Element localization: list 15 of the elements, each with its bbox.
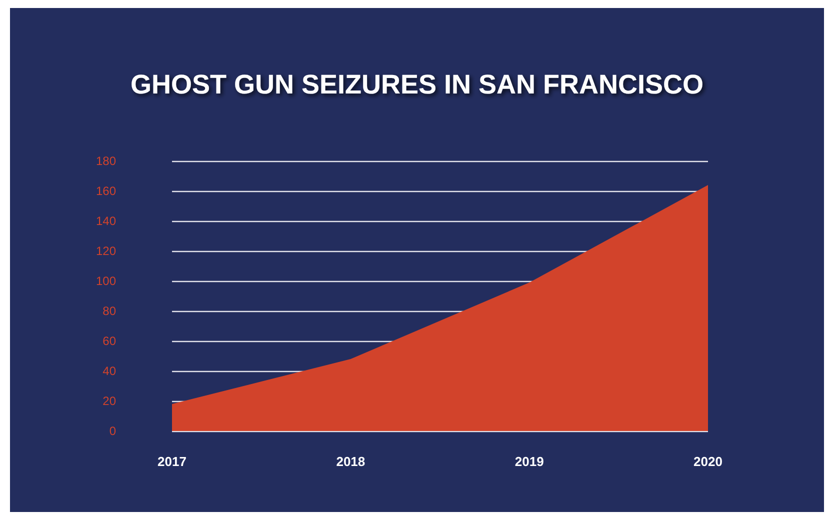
- y-tick-label: 140: [96, 214, 116, 228]
- y-tick-label: 180: [96, 154, 116, 168]
- x-tick-label: 2017: [158, 454, 186, 469]
- y-tick-label: 120: [96, 244, 116, 258]
- x-tick-label: 2020: [694, 454, 722, 469]
- y-tick-label: 0: [109, 424, 116, 438]
- y-tick-label: 100: [96, 274, 116, 288]
- x-tick-label: 2018: [336, 454, 366, 469]
- y-tick-label: 160: [96, 184, 116, 198]
- chart-title: GHOST GUN SEIZURES IN SAN FRANCISCO: [130, 70, 704, 100]
- y-tick-label: 40: [102, 364, 116, 378]
- x-tick-label: 2019: [514, 454, 544, 469]
- y-tick-label: 20: [102, 394, 116, 408]
- y-tick-label: 80: [102, 304, 116, 318]
- y-tick-label: 60: [102, 334, 116, 348]
